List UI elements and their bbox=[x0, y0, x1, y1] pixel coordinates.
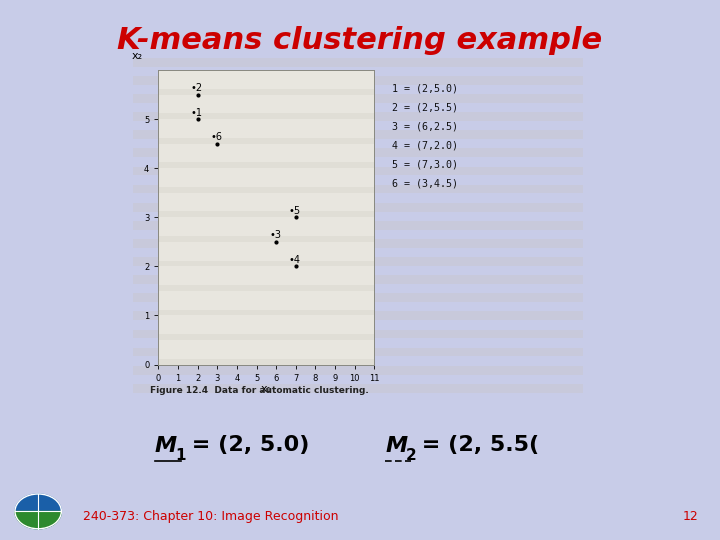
Text: 240-373: Chapter 10: Image Recognition: 240-373: Chapter 10: Image Recognition bbox=[83, 510, 338, 523]
Bar bbox=[158, 40, 374, 46]
Bar bbox=[133, 329, 583, 338]
Bar bbox=[133, 239, 583, 248]
Text: K-means clustering example: K-means clustering example bbox=[117, 26, 603, 55]
Bar bbox=[133, 384, 583, 393]
Bar bbox=[158, 163, 374, 168]
Text: 4 = (7,2.0): 4 = (7,2.0) bbox=[392, 140, 459, 151]
Bar bbox=[158, 285, 374, 291]
Text: M: M bbox=[385, 435, 408, 456]
Text: 6 = (3,4.5): 6 = (3,4.5) bbox=[392, 178, 459, 188]
Bar bbox=[133, 112, 583, 121]
Bar bbox=[158, 64, 374, 70]
Bar bbox=[133, 257, 583, 266]
Text: •1: •1 bbox=[191, 108, 203, 118]
Bar bbox=[133, 148, 583, 157]
Bar bbox=[133, 312, 583, 320]
Bar bbox=[158, 260, 374, 266]
Bar bbox=[133, 275, 583, 284]
Bar bbox=[158, 113, 374, 119]
Text: •6: •6 bbox=[210, 132, 222, 143]
Y-axis label: x₂: x₂ bbox=[131, 51, 143, 62]
Text: Figure 12.4  Data for automatic clustering.: Figure 12.4 Data for automatic clusterin… bbox=[150, 386, 369, 395]
Text: = (2, 5.0): = (2, 5.0) bbox=[184, 435, 309, 456]
Bar bbox=[133, 221, 583, 230]
Text: •5: •5 bbox=[289, 206, 301, 216]
Text: •2: •2 bbox=[191, 83, 203, 93]
Bar bbox=[133, 76, 583, 85]
Bar bbox=[133, 366, 583, 375]
Text: •3: •3 bbox=[269, 231, 282, 240]
Bar bbox=[158, 334, 374, 340]
Bar bbox=[158, 236, 374, 242]
Bar bbox=[158, 359, 374, 364]
Text: 5 = (7,3.0): 5 = (7,3.0) bbox=[392, 159, 459, 170]
Bar bbox=[158, 138, 374, 144]
Text: 2 = (2,5.5): 2 = (2,5.5) bbox=[392, 103, 459, 113]
Bar bbox=[133, 58, 583, 66]
Circle shape bbox=[15, 494, 61, 529]
X-axis label: x₁: x₁ bbox=[261, 384, 272, 394]
Text: 3 = (6,2.5): 3 = (6,2.5) bbox=[392, 122, 459, 132]
Text: 1 = (2,5.0): 1 = (2,5.0) bbox=[392, 84, 459, 94]
Text: •4: •4 bbox=[289, 255, 301, 265]
Text: 12: 12 bbox=[683, 510, 698, 523]
Bar bbox=[133, 166, 583, 176]
Bar bbox=[158, 309, 374, 315]
Bar bbox=[158, 187, 374, 193]
Bar bbox=[133, 185, 583, 193]
Text: = (2, 5.5(: = (2, 5.5( bbox=[414, 435, 539, 456]
Text: 2: 2 bbox=[405, 448, 416, 463]
Bar bbox=[133, 348, 583, 356]
Bar bbox=[133, 293, 583, 302]
Bar bbox=[133, 203, 583, 212]
Bar bbox=[133, 130, 583, 139]
Bar bbox=[158, 15, 374, 21]
Bar bbox=[158, 89, 374, 94]
Text: 1: 1 bbox=[175, 448, 186, 463]
Bar bbox=[133, 94, 583, 103]
Bar bbox=[158, 212, 374, 217]
Bar bbox=[133, 40, 583, 49]
Wedge shape bbox=[15, 511, 61, 529]
Text: M: M bbox=[155, 435, 177, 456]
